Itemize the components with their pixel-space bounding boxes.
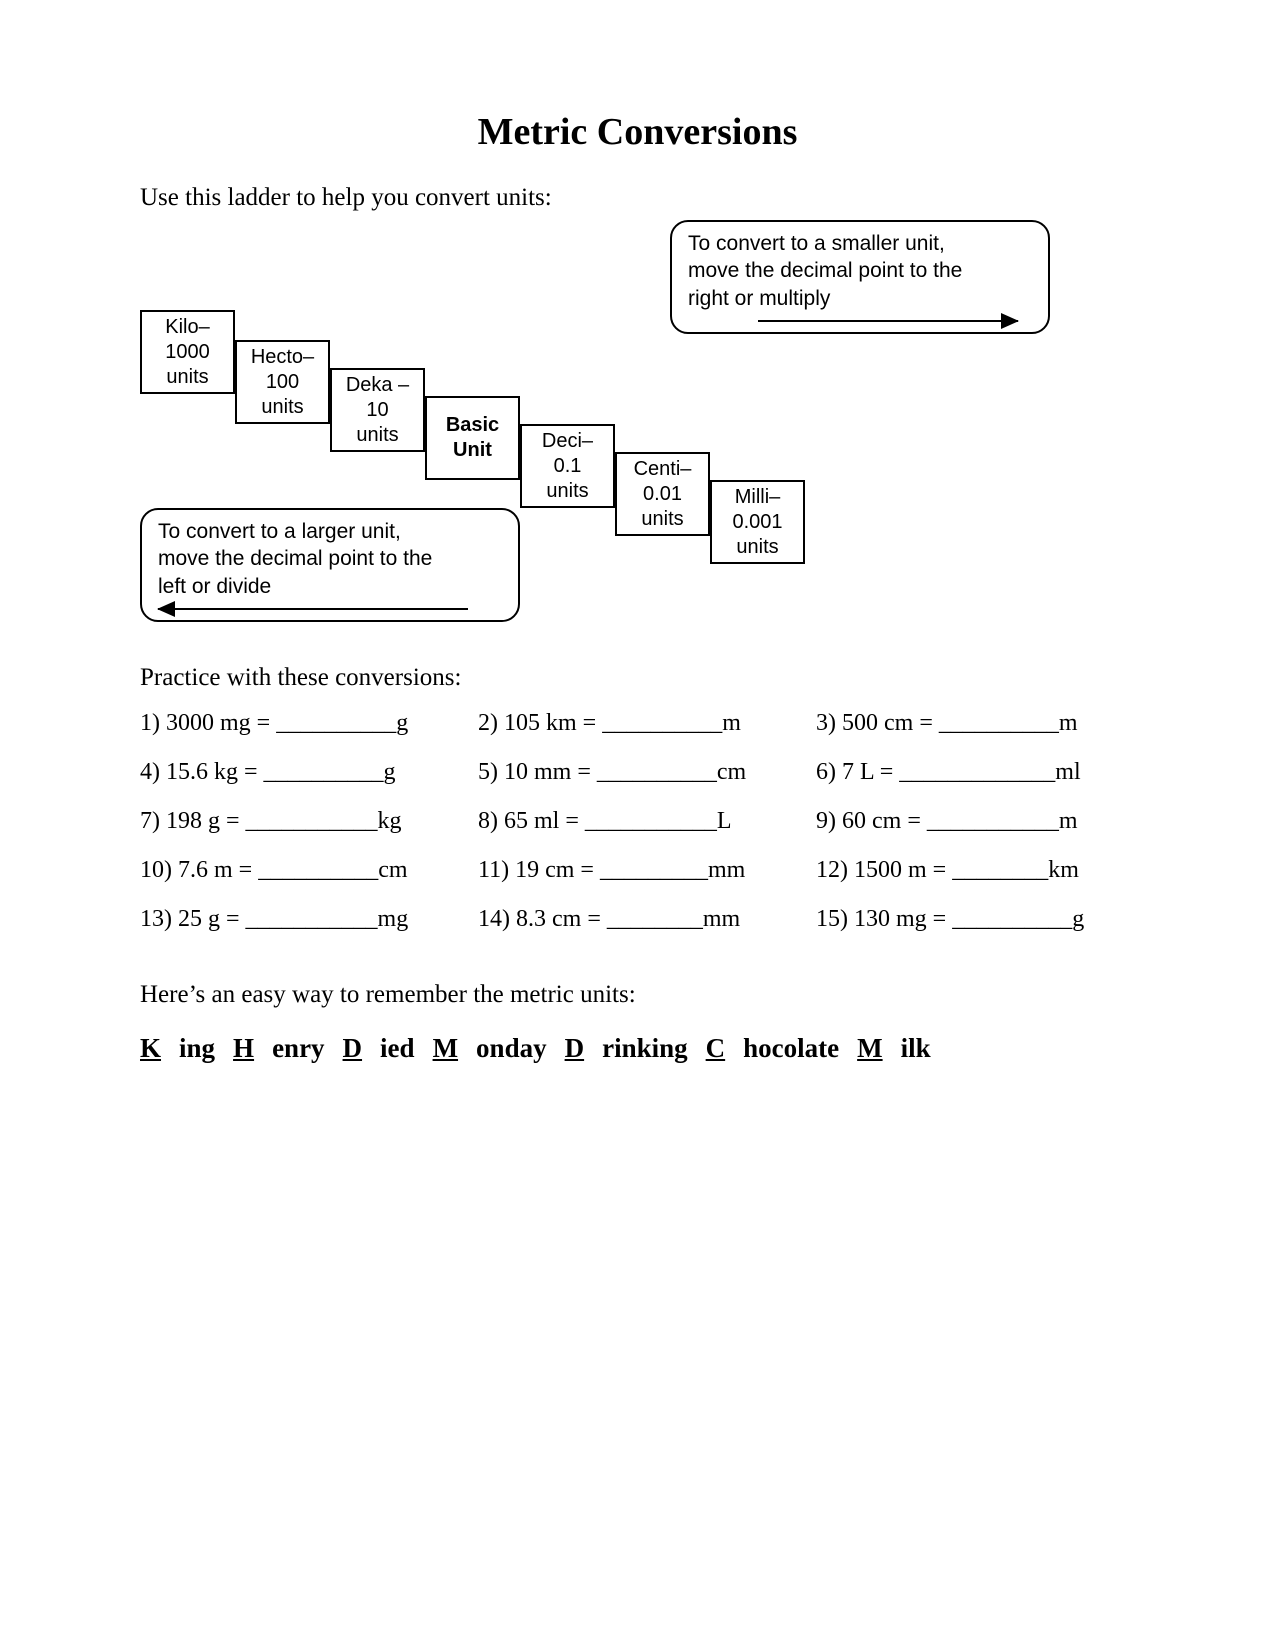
ladder-step-line: units	[336, 423, 419, 448]
ladder-step-line: Basic	[431, 413, 514, 438]
problems-grid: 1) 3000 mg = __________g 2) 105 km = ____…	[140, 710, 1135, 933]
problem-13: 13) 25 g = ___________mg	[140, 906, 470, 933]
ladder-step-0: Kilo–1000units	[140, 310, 235, 394]
mnemonic-phrase: King Henry Died Monday Drinking Chocolate Milk	[140, 1033, 1135, 1064]
practice-label: Practice with these conversions:	[140, 664, 1135, 692]
problem-8: 8) 65 ml = ___________L	[478, 808, 808, 835]
mnemonic-word-5: Chocolate	[706, 1033, 839, 1063]
problem-14: 14) 8.3 cm = ________mm	[478, 906, 808, 933]
ladder-step-line: units	[241, 395, 324, 420]
callout-smaller-unit: To convert to a smaller unit, move the d…	[670, 220, 1050, 334]
mnemonic-word-2: Died	[343, 1033, 415, 1063]
problem-15: 15) 130 mg = __________g	[816, 906, 1146, 933]
callout-text: move the decimal point to the	[688, 257, 1032, 284]
ladder-step-6: Milli–0.001units	[710, 480, 805, 564]
ladder-step-line: 1000	[146, 340, 229, 365]
mnemonic-initial: D	[565, 1033, 585, 1063]
ladder-step-line: 0.01	[621, 482, 704, 507]
callout-text: To convert to a smaller unit,	[688, 230, 1032, 257]
ladder-step-line: Milli–	[716, 485, 799, 510]
worksheet-page: Metric Conversions Use this ladder to he…	[0, 0, 1275, 1064]
mnemonic-word-4: Drinking	[565, 1033, 688, 1063]
ladder-step-1: Hecto–100units	[235, 340, 330, 424]
problem-12: 12) 1500 m = ________km	[816, 857, 1146, 884]
problem-10: 10) 7.6 m = __________cm	[140, 857, 470, 884]
page-title: Metric Conversions	[140, 110, 1135, 154]
ladder-step-line: units	[146, 365, 229, 390]
mnemonic-word-0: King	[140, 1033, 215, 1063]
ladder-step-line: units	[621, 507, 704, 532]
problem-6: 6) 7 L = _____________ml	[816, 759, 1146, 786]
mnemonic-word-3: Monday	[433, 1033, 547, 1063]
problem-2: 2) 105 km = __________m	[478, 710, 808, 737]
mnemonic-initial: C	[706, 1033, 726, 1063]
mnemonic-initial: M	[857, 1033, 882, 1063]
ladder-step-line: Hecto–	[241, 345, 324, 370]
problem-5: 5) 10 mm = __________cm	[478, 759, 808, 786]
callout-text: right or multiply	[688, 285, 1032, 312]
callout-larger-unit: To convert to a larger unit, move the de…	[140, 508, 520, 622]
problem-4: 4) 15.6 kg = __________g	[140, 759, 470, 786]
ladder-step-line: units	[526, 479, 609, 504]
mnemonic-initial: D	[343, 1033, 363, 1063]
callout-text: move the decimal point to the	[158, 545, 502, 572]
ladder-step-line: Centi–	[621, 457, 704, 482]
problem-3: 3) 500 cm = __________m	[816, 710, 1146, 737]
ladder-step-3: BasicUnit	[425, 396, 520, 480]
arrow-right-icon	[758, 320, 1018, 322]
mnemonic-word-6: Milk	[857, 1033, 931, 1063]
ladder-step-line: 10	[336, 398, 419, 423]
mnemonic-initial: M	[433, 1033, 458, 1063]
ladder-step-line: 0.1	[526, 454, 609, 479]
ladder-step-line: 0.001	[716, 510, 799, 535]
ladder-instruction: Use this ladder to help you convert unit…	[140, 184, 1135, 212]
ladder-step-line: 100	[241, 370, 324, 395]
problem-9: 9) 60 cm = ___________m	[816, 808, 1146, 835]
mnemonic-initial: H	[233, 1033, 254, 1063]
mnemonic-word-1: Henry	[233, 1033, 325, 1063]
problem-7: 7) 198 g = ___________kg	[140, 808, 470, 835]
problem-11: 11) 19 cm = _________mm	[478, 857, 808, 884]
ladder-step-2: Deka –10units	[330, 368, 425, 452]
ladder-step-line: Kilo–	[146, 315, 229, 340]
callout-text: To convert to a larger unit,	[158, 518, 502, 545]
mnemonic-intro: Here’s an easy way to remember the metri…	[140, 981, 1135, 1009]
ladder-diagram: To convert to a smaller unit, move the d…	[140, 220, 1120, 620]
callout-text: left or divide	[158, 573, 502, 600]
ladder-step-line: Unit	[431, 438, 514, 463]
mnemonic-initial: K	[140, 1033, 161, 1063]
ladder-step-5: Centi–0.01units	[615, 452, 710, 536]
ladder-step-line: Deka –	[336, 373, 419, 398]
ladder-step-line: units	[716, 535, 799, 560]
arrow-left-icon	[158, 608, 468, 610]
ladder-step-line: Deci–	[526, 429, 609, 454]
ladder-step-4: Deci–0.1units	[520, 424, 615, 508]
problem-1: 1) 3000 mg = __________g	[140, 710, 470, 737]
